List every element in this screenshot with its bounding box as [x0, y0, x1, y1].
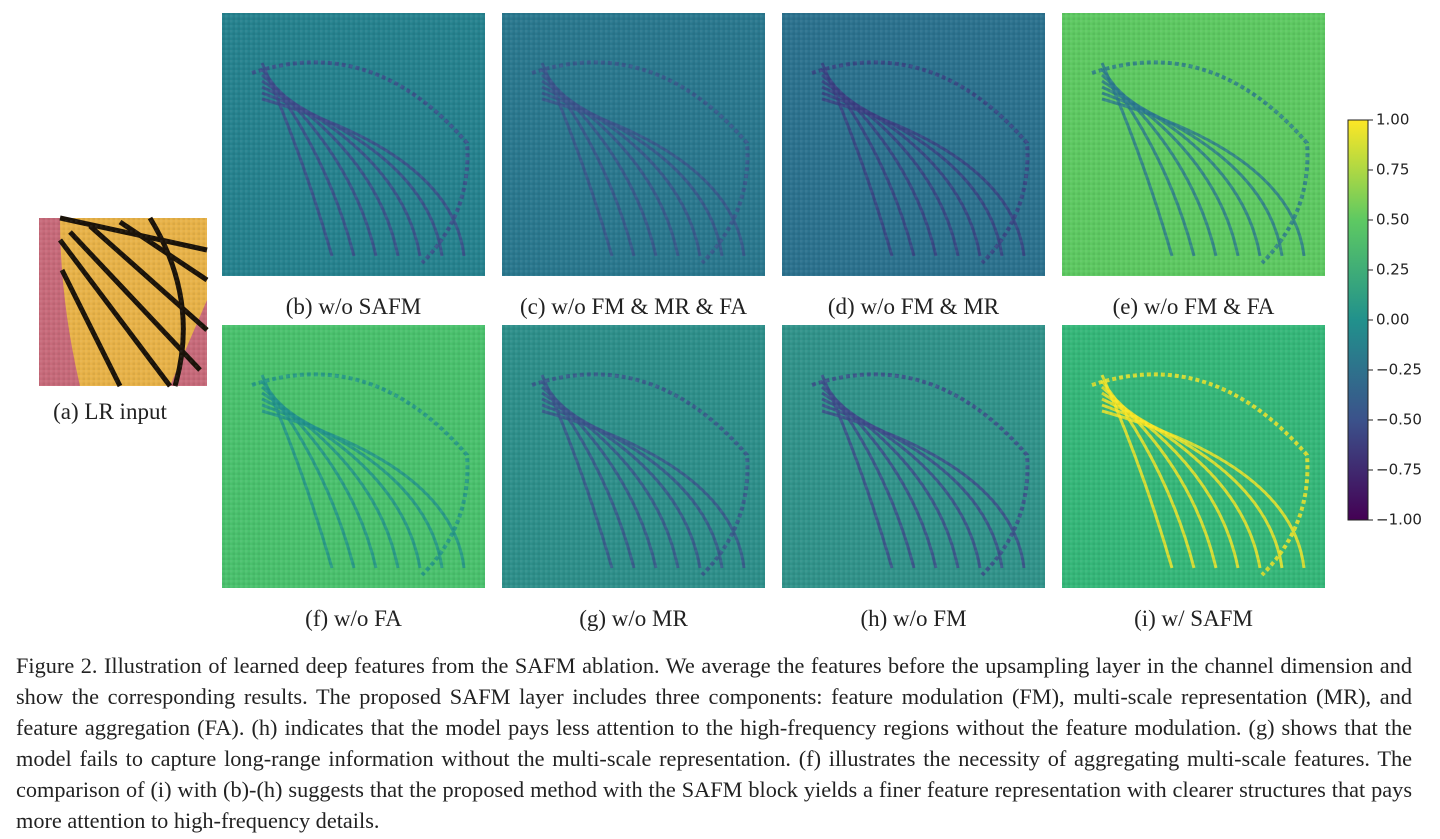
panel-caption: (h) w/o FM	[860, 606, 966, 631]
figure-caption: Figure 2. Illustration of learned deep f…	[16, 653, 1412, 833]
panel-caption: (d) w/o FM & MR	[828, 294, 1000, 319]
panel-caption: (c) w/o FM & MR & FA	[520, 294, 747, 319]
feature-map	[502, 13, 765, 276]
feature-map-texture	[222, 13, 485, 276]
feature-map-texture	[222, 325, 485, 588]
feature-map-texture	[1062, 325, 1325, 588]
feature-map-texture	[502, 13, 765, 276]
feature-map-texture	[502, 325, 765, 588]
feature-map	[222, 325, 485, 588]
colorbar-tick-label: −0.25	[1376, 361, 1422, 379]
colorbar-tick-label: 1.00	[1376, 111, 1409, 129]
panel-caption: (i) w/ SAFM	[1134, 606, 1253, 631]
panel-caption: (a) LR input	[53, 399, 167, 424]
panel-caption: (f) w/o FA	[305, 606, 402, 631]
colorbar-tick-label: −1.00	[1376, 511, 1422, 529]
feature-map	[502, 325, 765, 588]
figure: (a) LR input (b) w/o SAFM (c) w/o FM & MR …	[39, 13, 1422, 631]
colorbar-tick-label: 0.25	[1376, 261, 1409, 279]
colorbar-tick-label: 0.00	[1376, 311, 1409, 329]
colorbar-tick-label: −0.75	[1376, 461, 1422, 479]
colorbar-tick-label: 0.50	[1376, 211, 1409, 229]
feature-map-texture	[1062, 13, 1325, 276]
feature-map	[1062, 13, 1325, 276]
panel-caption: (b) w/o SAFM	[286, 294, 421, 319]
feature-map-texture	[782, 13, 1045, 276]
lr-input-image	[39, 215, 209, 388]
panel-caption: (e) w/o FM & FA	[1113, 294, 1275, 319]
panel-caption: (g) w/o MR	[579, 606, 688, 631]
feature-map	[1062, 325, 1325, 588]
feature-map	[782, 325, 1045, 588]
colorbar: 1.00 0.75 0.50 0.25 0.00 −0.25 −0.50 −0.75 −1.00	[1347, 111, 1422, 529]
colorbar-tick-label: 0.75	[1376, 161, 1409, 179]
feature-map	[222, 13, 485, 276]
feature-map	[782, 13, 1045, 276]
colorbar-tick-label: −0.50	[1376, 411, 1422, 429]
feature-map-texture	[782, 325, 1045, 588]
